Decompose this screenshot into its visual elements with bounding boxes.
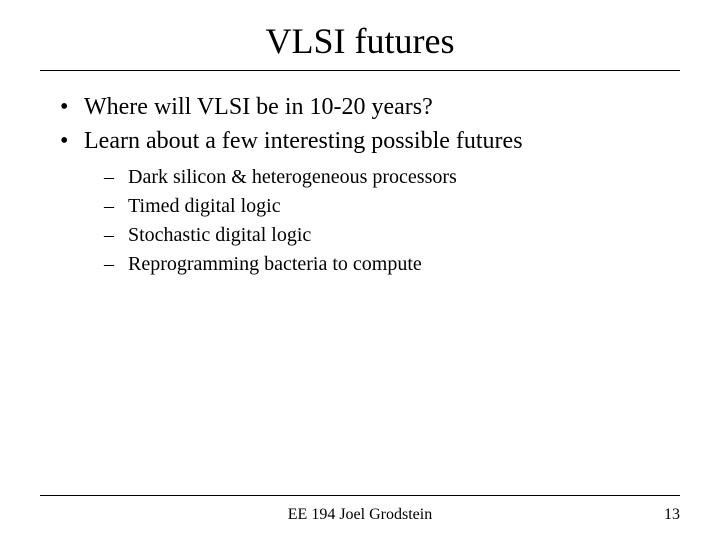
bullet-marker: • <box>60 91 72 123</box>
sub-bullet-text: Timed digital logic <box>128 193 281 220</box>
footer-text: EE 194 Joel Grodstein <box>40 506 680 524</box>
sub-bullet-list: – Dark silicon & heterogeneous processor… <box>60 164 680 278</box>
page-number: 13 <box>664 506 680 524</box>
sub-bullet-text: Reprogramming bacteria to compute <box>128 251 422 278</box>
bullet-item: • Learn about a few interesting possible… <box>60 125 680 157</box>
sub-bullet-item: – Timed digital logic <box>104 193 680 220</box>
sub-bullet-marker: – <box>104 251 118 278</box>
title-underline <box>40 70 680 71</box>
sub-bullet-text: Dark silicon & heterogeneous processors <box>128 164 457 191</box>
footer: EE 194 Joel Grodstein 13 <box>40 495 680 524</box>
sub-bullet-marker: – <box>104 222 118 249</box>
sub-bullet-item: – Stochastic digital logic <box>104 222 680 249</box>
bullet-marker: • <box>60 125 72 157</box>
footer-divider <box>40 495 680 496</box>
sub-bullet-item: – Reprogramming bacteria to compute <box>104 251 680 278</box>
sub-bullet-marker: – <box>104 164 118 191</box>
slide-container: VLSI futures • Where will VLSI be in 10-… <box>0 0 720 540</box>
sub-bullet-marker: – <box>104 193 118 220</box>
sub-bullet-text: Stochastic digital logic <box>128 222 311 249</box>
bullet-item: • Where will VLSI be in 10-20 years? <box>60 91 680 123</box>
slide-title: VLSI futures <box>40 20 680 62</box>
content-area: • Where will VLSI be in 10-20 years? • L… <box>40 91 680 278</box>
bullet-text: Where will VLSI be in 10-20 years? <box>84 91 433 123</box>
sub-bullet-item: – Dark silicon & heterogeneous processor… <box>104 164 680 191</box>
bullet-text: Learn about a few interesting possible f… <box>84 125 523 157</box>
footer-row: EE 194 Joel Grodstein 13 <box>40 506 680 524</box>
